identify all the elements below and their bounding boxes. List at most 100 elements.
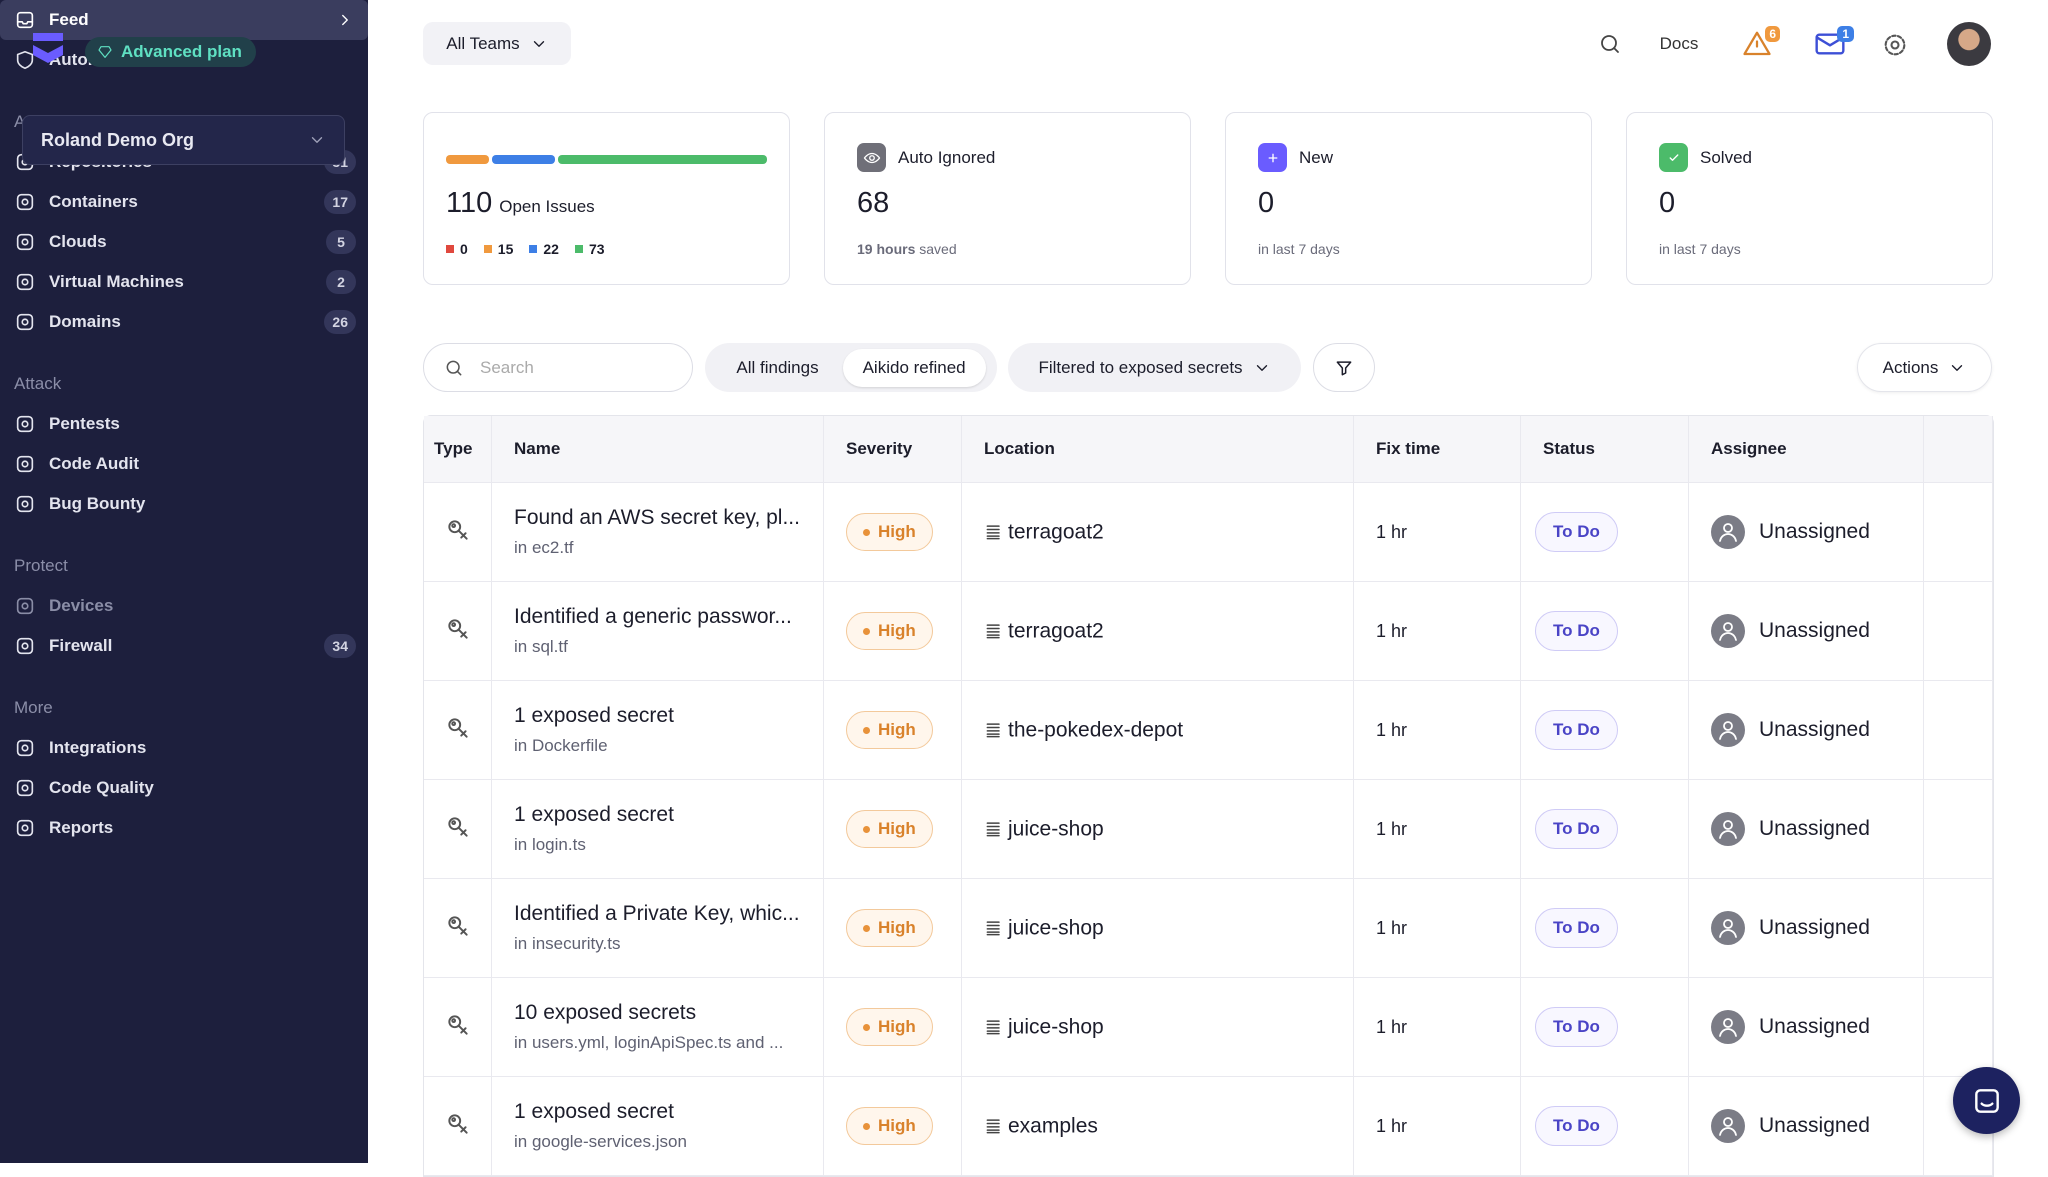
finding-row[interactable]: 10 exposed secrets in users.yml, loginApi… bbox=[424, 978, 1993, 1077]
severity-badge: High bbox=[846, 1107, 933, 1145]
severity-label: High bbox=[878, 720, 916, 739]
tab[interactable]: All findings bbox=[736, 357, 819, 377]
finding-name: Found an AWS secret key, pl... bbox=[514, 506, 800, 529]
icon-part bbox=[986, 921, 1000, 936]
icon-part bbox=[986, 525, 1000, 540]
nav-item[interactable]: Virtual Machines 2 bbox=[0, 262, 368, 302]
column-header[interactable]: Severity bbox=[824, 416, 962, 483]
card-note: in last 7 days bbox=[1659, 241, 1741, 257]
icon-part bbox=[446, 360, 460, 374]
status-badge[interactable]: To Do bbox=[1535, 809, 1618, 849]
note-text: saved bbox=[919, 241, 957, 257]
avatar[interactable] bbox=[1947, 22, 1991, 66]
search-box[interactable]: Search bbox=[423, 343, 693, 392]
icon-part bbox=[33, 33, 63, 63]
column-header[interactable]: Location bbox=[962, 416, 1354, 483]
nav-item[interactable]: Domains 26 bbox=[0, 302, 368, 342]
alerts[interactable]: 6 bbox=[1740, 26, 1780, 60]
plan-badge[interactable]: Advanced plan bbox=[85, 37, 256, 67]
chat-button[interactable] bbox=[1953, 1067, 2020, 1134]
icon-part bbox=[1256, 364, 1267, 371]
icon-part bbox=[21, 500, 29, 508]
severity-cell: High bbox=[824, 681, 962, 780]
finding-row[interactable]: 1 exposed secret in Dockerfile High the-pok… bbox=[424, 681, 1993, 780]
column-header[interactable]: Name bbox=[492, 416, 824, 483]
assignee-cell: Unassigned bbox=[1689, 879, 1924, 978]
nav-item[interactable]: Containers 17 bbox=[0, 182, 368, 222]
column-header[interactable]: Status bbox=[1521, 416, 1689, 483]
severity-dot bbox=[863, 924, 870, 932]
status-badge[interactable]: To Do bbox=[1535, 1106, 1618, 1146]
empty-cell bbox=[1924, 681, 1993, 780]
icon-part bbox=[342, 14, 348, 26]
fix-time-cell: 1 hr bbox=[1354, 879, 1521, 978]
icon-part bbox=[1268, 153, 1277, 162]
assignee-avatar bbox=[1711, 614, 1745, 648]
fix-time-cell: 1 hr bbox=[1354, 582, 1521, 681]
docs-link[interactable]: Docs bbox=[1659, 34, 1699, 53]
status-badge[interactable]: To Do bbox=[1535, 512, 1618, 552]
legend-swatch bbox=[446, 245, 454, 253]
legend-swatch bbox=[529, 245, 538, 253]
logo[interactable] bbox=[33, 33, 63, 65]
nav-item[interactable]: Firewall 34 bbox=[0, 626, 368, 666]
actions-button[interactable]: Actions bbox=[1857, 343, 1992, 392]
issue-bar bbox=[446, 155, 767, 164]
icon-part bbox=[1743, 31, 1771, 56]
finding-row[interactable]: Identified a generic passwor... in sql.tf… bbox=[424, 582, 1993, 681]
filter-select[interactable]: Filtered to exposed secrets bbox=[1008, 343, 1301, 392]
icon-part bbox=[1719, 731, 1737, 740]
type-cell bbox=[424, 483, 492, 582]
icon-part bbox=[16, 193, 34, 211]
settings[interactable] bbox=[1880, 30, 1910, 60]
assignee-name: Unassigned bbox=[1759, 1015, 1870, 1038]
chevron bbox=[1253, 359, 1271, 377]
icon-part bbox=[863, 152, 880, 163]
nav-item[interactable]: Integrations bbox=[0, 728, 368, 768]
card-head: Auto Ignored bbox=[857, 143, 995, 172]
org-select[interactable]: Roland Demo Org bbox=[22, 115, 345, 165]
finding-row[interactable]: 1 exposed secret in google-services.json H… bbox=[424, 1077, 1993, 1176]
icon-part bbox=[457, 529, 468, 540]
search-icon[interactable] bbox=[1596, 30, 1624, 58]
icon-part bbox=[450, 1116, 456, 1122]
type-cell bbox=[424, 1077, 492, 1176]
filter-button[interactable] bbox=[1313, 343, 1375, 392]
nav-label: Code Audit bbox=[49, 454, 140, 473]
icon-part bbox=[16, 739, 34, 757]
column-header[interactable]: Fix time bbox=[1354, 416, 1521, 483]
finding-row[interactable]: 1 exposed secret in login.ts High juice-sho… bbox=[424, 780, 1993, 879]
nav-item[interactable]: Code Quality bbox=[0, 768, 368, 808]
status-badge[interactable]: To Do bbox=[1535, 1007, 1618, 1047]
fix-time-cell: 1 hr bbox=[1354, 780, 1521, 879]
finding-name: Identified a Private Key, whic... bbox=[514, 902, 800, 925]
nav-item[interactable]: Pentests bbox=[0, 404, 368, 444]
status-badge[interactable]: To Do bbox=[1535, 908, 1618, 948]
nav-item[interactable]: Devices bbox=[0, 586, 368, 626]
assignee-cell: Unassigned bbox=[1689, 780, 1924, 879]
column-header[interactable]: Type bbox=[424, 416, 492, 483]
finding-row[interactable]: Found an AWS secret key, pl... in ec2.tf H… bbox=[424, 483, 1993, 582]
messages[interactable]: 1 bbox=[1812, 26, 1854, 60]
icon-part bbox=[446, 360, 462, 375]
team-select[interactable]: All Teams bbox=[423, 22, 571, 65]
open-issues: 110 Open Issues bbox=[446, 187, 595, 220]
icon-part bbox=[16, 50, 34, 70]
tab[interactable]: Aikido refined bbox=[842, 348, 986, 387]
icon-part bbox=[450, 720, 456, 726]
nav-item[interactable]: Code Audit bbox=[0, 444, 368, 484]
icon-part bbox=[1719, 1018, 1737, 1037]
issue-segment bbox=[446, 155, 489, 164]
finding-row[interactable]: Identified a Private Key, whic... in inse… bbox=[424, 879, 1993, 978]
status-badge[interactable]: To Do bbox=[1535, 710, 1618, 750]
icon-part bbox=[98, 46, 112, 58]
icon-part bbox=[1723, 622, 1733, 632]
nav-item[interactable]: Reports bbox=[0, 808, 368, 848]
column-header[interactable]: Assignee bbox=[1689, 416, 1924, 483]
status-badge[interactable]: To Do bbox=[1535, 611, 1618, 651]
nav-item[interactable]: Bug Bounty bbox=[0, 484, 368, 524]
nav-item[interactable]: Clouds 5 bbox=[0, 222, 368, 262]
assignee-avatar bbox=[1711, 515, 1745, 549]
location-name: terragoat2 bbox=[1008, 520, 1104, 544]
